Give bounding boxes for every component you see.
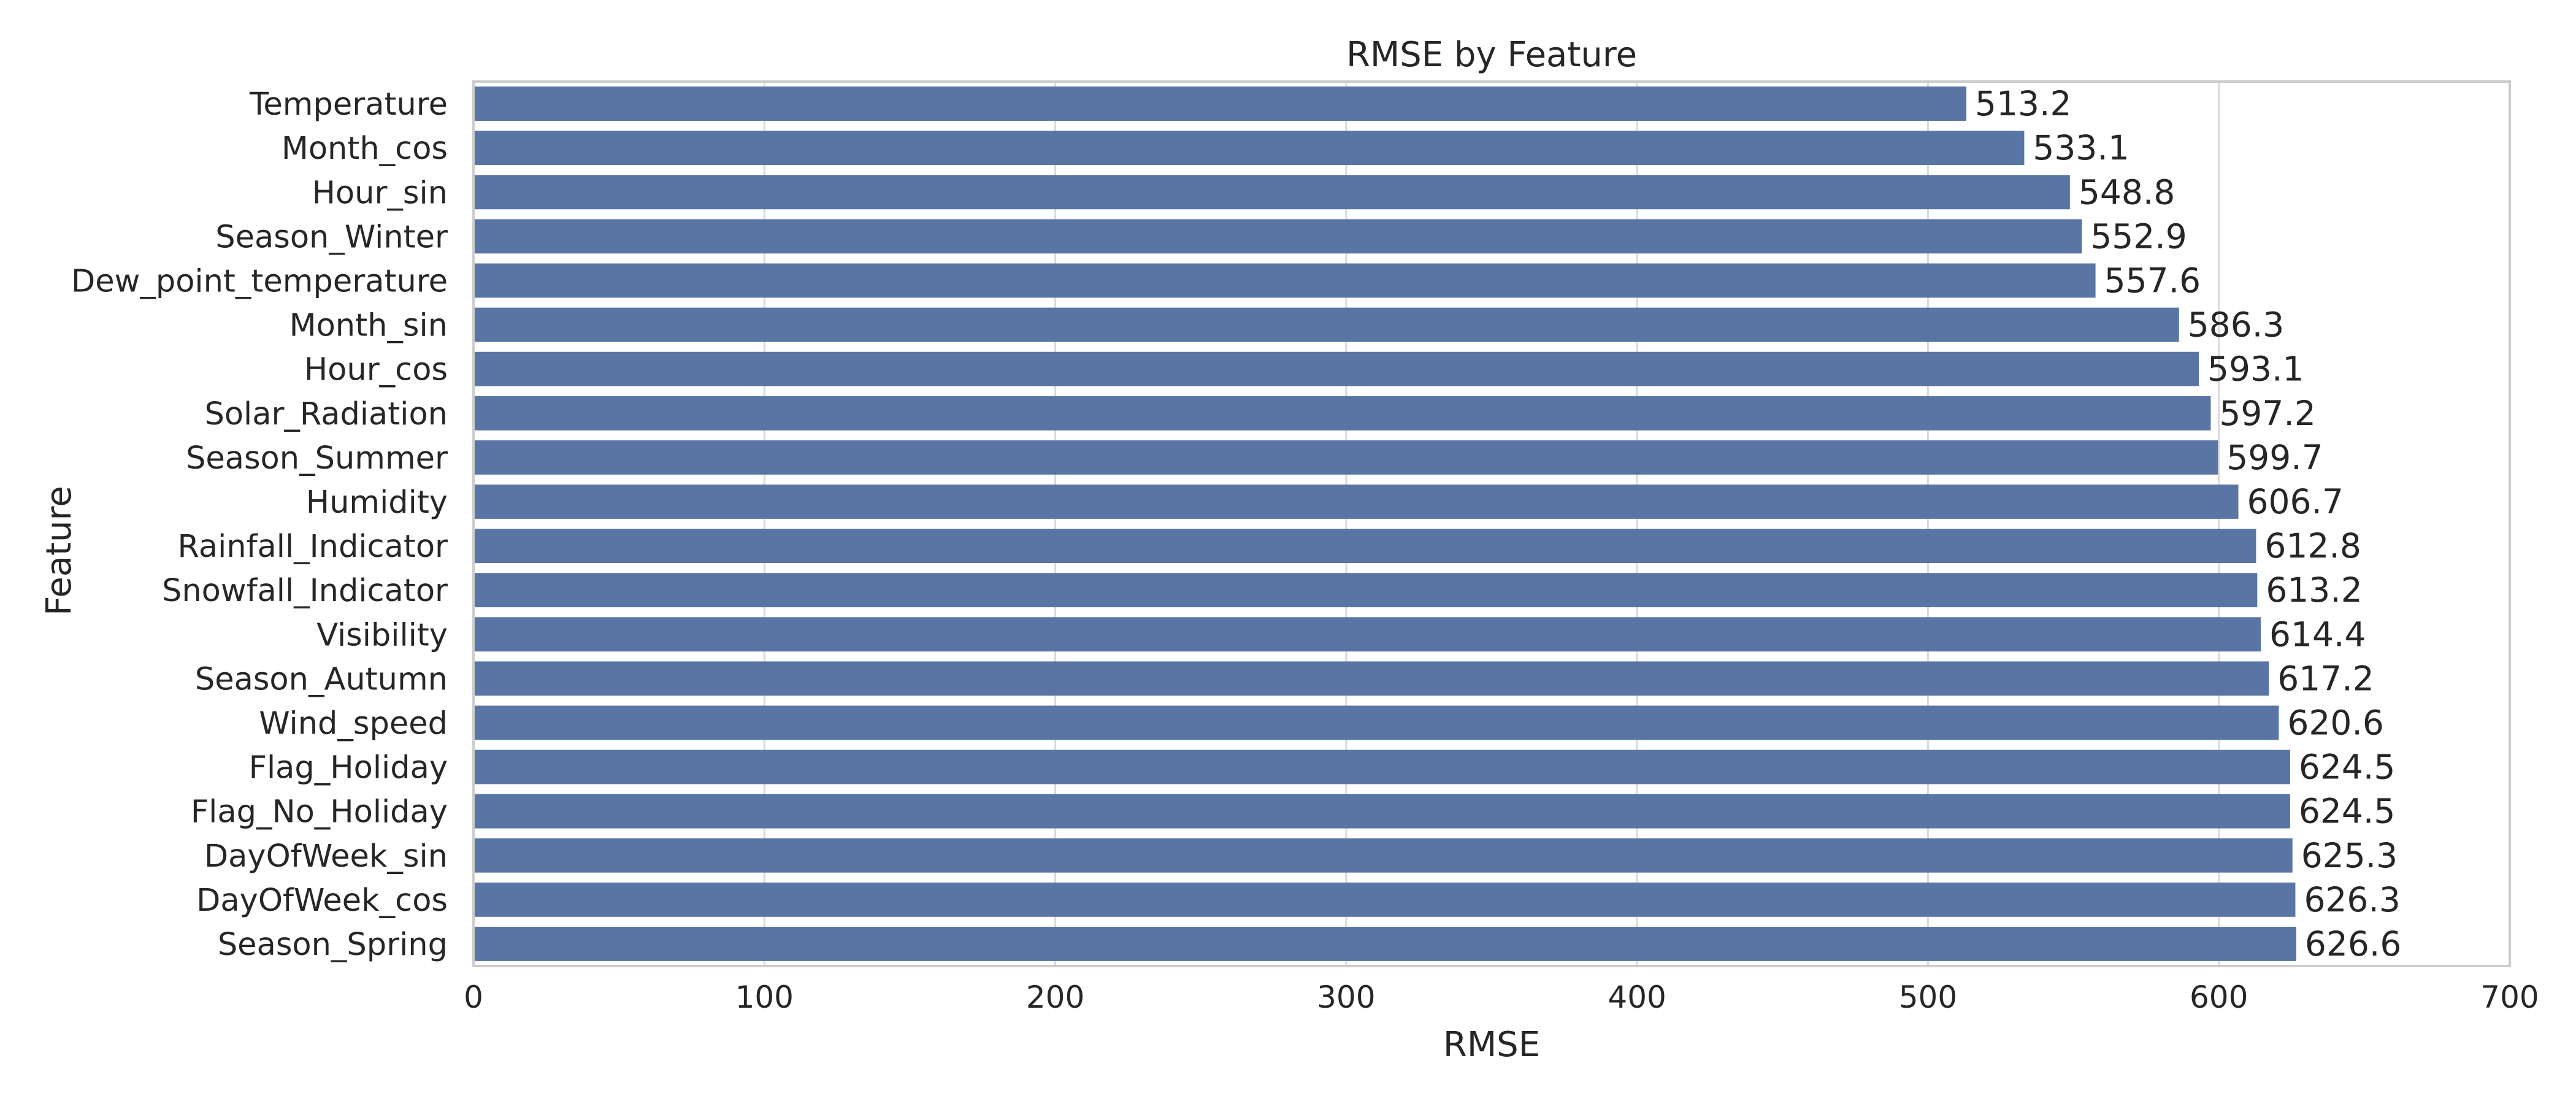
data-label: 533.1 — [2033, 128, 2129, 167]
x-axis-label: RMSE — [1443, 1025, 1540, 1065]
bar — [473, 882, 2296, 917]
x-tick-label: 500 — [1899, 979, 1957, 1015]
bar — [473, 351, 2199, 386]
x-tick-label: 300 — [1317, 979, 1375, 1015]
category-label: Rainfall_Indicator — [178, 529, 448, 565]
data-label: 626.6 — [2305, 924, 2401, 964]
data-label: 586.3 — [2188, 305, 2284, 345]
data-label: 593.1 — [2207, 350, 2304, 389]
y-axis-label: Feature — [39, 486, 79, 616]
bar — [473, 573, 2258, 608]
chart-title: RMSE by Feature — [1346, 35, 1637, 75]
category-label: Visibility — [316, 617, 448, 653]
bar — [473, 86, 1967, 121]
data-label: 625.3 — [2301, 836, 2398, 875]
data-label: 599.7 — [2226, 438, 2323, 477]
bar — [473, 485, 2239, 519]
bar — [473, 705, 2279, 740]
bars — [473, 86, 2296, 961]
data-label: 620.6 — [2287, 703, 2383, 742]
bar — [473, 440, 2218, 475]
category-label: Month_sin — [289, 308, 448, 344]
category-label: DayOfWeek_sin — [204, 838, 448, 875]
bar — [473, 749, 2290, 784]
category-label: Season_Winter — [215, 219, 448, 255]
data-label: 597.2 — [2219, 394, 2315, 433]
data-label: 606.7 — [2247, 482, 2343, 521]
data-label: 614.4 — [2269, 615, 2366, 654]
x-tick-label: 200 — [1026, 979, 1084, 1015]
bar — [473, 927, 2296, 961]
data-label: 557.6 — [2104, 261, 2201, 300]
data-label: 624.5 — [2299, 748, 2395, 787]
x-tick-label: 0 — [464, 979, 483, 1015]
data-label: 626.3 — [2304, 880, 2400, 919]
category-label: Humidity — [306, 485, 448, 521]
data-label: 513.2 — [1975, 84, 2071, 123]
data-labels: 513.2 533.1 548.8 552.9 557.6 586.3 593.1 597.2… — [1975, 84, 2401, 964]
x-tick-label: 600 — [2190, 979, 2248, 1015]
category-label: Dew_point_temperature — [71, 263, 448, 299]
category-label: Solar_Radiation — [204, 396, 448, 432]
bar — [473, 131, 2025, 166]
x-tick-label: 400 — [1608, 979, 1666, 1015]
bar — [473, 661, 2269, 696]
category-label: Month_cos — [282, 131, 448, 167]
category-label: Snowfall_Indicator — [162, 573, 448, 609]
x-tick-label: 700 — [2480, 979, 2539, 1015]
category-label: Flag_No_Holiday — [191, 794, 448, 830]
category-label: Hour_cos — [304, 352, 448, 388]
bar — [473, 175, 2070, 210]
bar — [473, 617, 2261, 652]
bar — [473, 396, 2211, 431]
data-label: 548.8 — [2079, 172, 2175, 212]
category-label: Wind_speed — [259, 705, 448, 742]
data-label: 613.2 — [2266, 570, 2362, 610]
category-labels: Temperature Month_cos Hour_sin Season_Winte… — [71, 86, 448, 963]
category-label: Season_Summer — [186, 440, 448, 477]
bar — [473, 794, 2290, 829]
bar — [473, 529, 2256, 563]
category-label: Season_Spring — [218, 927, 448, 963]
category-label: Season_Autumn — [195, 661, 448, 697]
data-label: 617.2 — [2277, 659, 2374, 698]
category-label: Temperature — [249, 86, 448, 123]
bar — [473, 307, 2179, 342]
x-tick-label: 100 — [735, 979, 794, 1015]
category-label: Hour_sin — [312, 175, 448, 211]
category-label: DayOfWeek_cos — [196, 883, 448, 919]
data-label: 552.9 — [2090, 217, 2187, 256]
plot-frame — [472, 80, 2511, 967]
data-label: 612.8 — [2264, 526, 2361, 565]
bar — [473, 838, 2293, 873]
bar — [473, 219, 2082, 254]
x-tick-labels: 0 100 200 300 400 500 600 700 — [464, 979, 2539, 1015]
category-label: Flag_Holiday — [249, 750, 448, 786]
data-label: 624.5 — [2299, 792, 2395, 831]
bar — [473, 263, 2096, 298]
